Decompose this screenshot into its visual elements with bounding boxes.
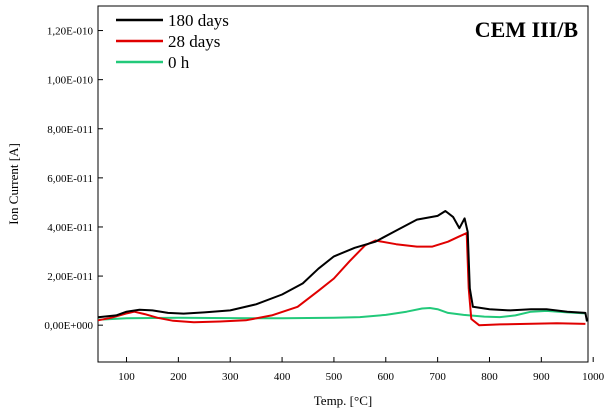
x-tick-label: 800 <box>481 371 498 383</box>
series-line-1 <box>97 232 586 327</box>
chart-annotation: CEM III/B <box>475 17 579 42</box>
series-layer <box>97 210 588 327</box>
legend-label: 28 days <box>168 32 220 51</box>
x-tick-label: 400 <box>274 371 291 383</box>
y-tick-label: 0,00E+000 <box>44 320 93 332</box>
x-tick-label: 1000 <box>582 371 605 383</box>
plot-frame <box>97 5 589 363</box>
legend-label: 0 h <box>168 53 190 72</box>
y-tick-label: 6,00E-011 <box>47 173 93 185</box>
x-tick-label: 900 <box>533 371 550 383</box>
y-tick-label: 1,20E-010 <box>47 26 94 38</box>
x-tick-label: 600 <box>378 371 395 383</box>
x-tick-label: 200 <box>170 371 187 383</box>
x-axis-label: Temp. [°C] <box>314 393 372 408</box>
y-tick-label: 2,00E-011 <box>47 271 93 283</box>
legend: 180 days 28 days 0 h <box>116 11 229 72</box>
axis-ticks: 100 200 300 400 500 600 700 800 900 1000 0,00E+000… <box>44 26 604 383</box>
y-tick-label: 8,00E-011 <box>47 124 93 136</box>
legend-label: 180 days <box>168 11 229 30</box>
y-tick-label: 1,00E-010 <box>47 75 94 87</box>
x-tick-label: 500 <box>326 371 343 383</box>
x-tick-label: 100 <box>118 371 135 383</box>
y-axis-label: Ion Current [A] <box>6 143 21 225</box>
x-tick-label: 300 <box>222 371 239 383</box>
x-tick-label: 700 <box>429 371 446 383</box>
series-line-0 <box>97 210 588 322</box>
series-line-2 <box>97 307 586 321</box>
y-tick-label: 4,00E-011 <box>47 222 93 234</box>
